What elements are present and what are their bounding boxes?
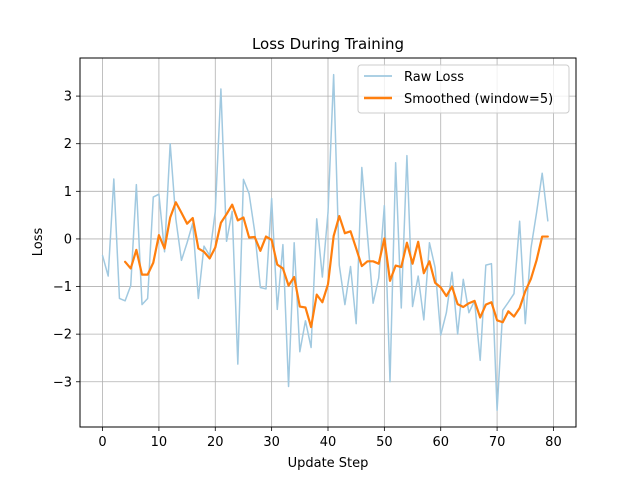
y-tick-label: 1: [64, 185, 72, 200]
x-tick-label: 10: [151, 435, 168, 450]
x-tick-label: 40: [320, 435, 337, 450]
grid: [80, 58, 576, 427]
x-tick-label: 20: [207, 435, 224, 450]
legend: Raw Loss Smoothed (window=5): [357, 64, 570, 114]
y-tick-label: 0: [64, 232, 72, 247]
x-tick-label: 30: [263, 435, 280, 450]
x-tick-label: 50: [376, 435, 393, 450]
chart-title: Loss During Training: [252, 35, 404, 53]
y-tick-label: −2: [53, 328, 72, 343]
x-axis-title: Update Step: [288, 456, 369, 471]
y-axis-title: Loss: [31, 228, 46, 257]
legend-box: [357, 64, 570, 114]
x-tick-label: 70: [489, 435, 506, 450]
y-tick-label: 2: [64, 137, 72, 152]
y-tick-label: 3: [64, 90, 72, 105]
x-tick-label: 60: [432, 435, 449, 450]
y-tick-label: −1: [53, 280, 72, 295]
raw-loss-line: [101, 73, 549, 412]
x-tick-label: 0: [98, 435, 106, 450]
smoothed-loss-line: [123, 201, 549, 329]
legend-label-smoothed: Smoothed (window=5): [404, 92, 553, 107]
axis-ticks: 0 10 20 30 40 50 60 70 80 −3 −2 −1 0 1 2 3: [53, 90, 562, 450]
plot-area: [101, 73, 549, 412]
y-tick-label: −3: [53, 375, 72, 390]
legend-label-raw-loss: Raw Loss: [404, 70, 464, 85]
x-tick-label: 80: [545, 435, 562, 450]
